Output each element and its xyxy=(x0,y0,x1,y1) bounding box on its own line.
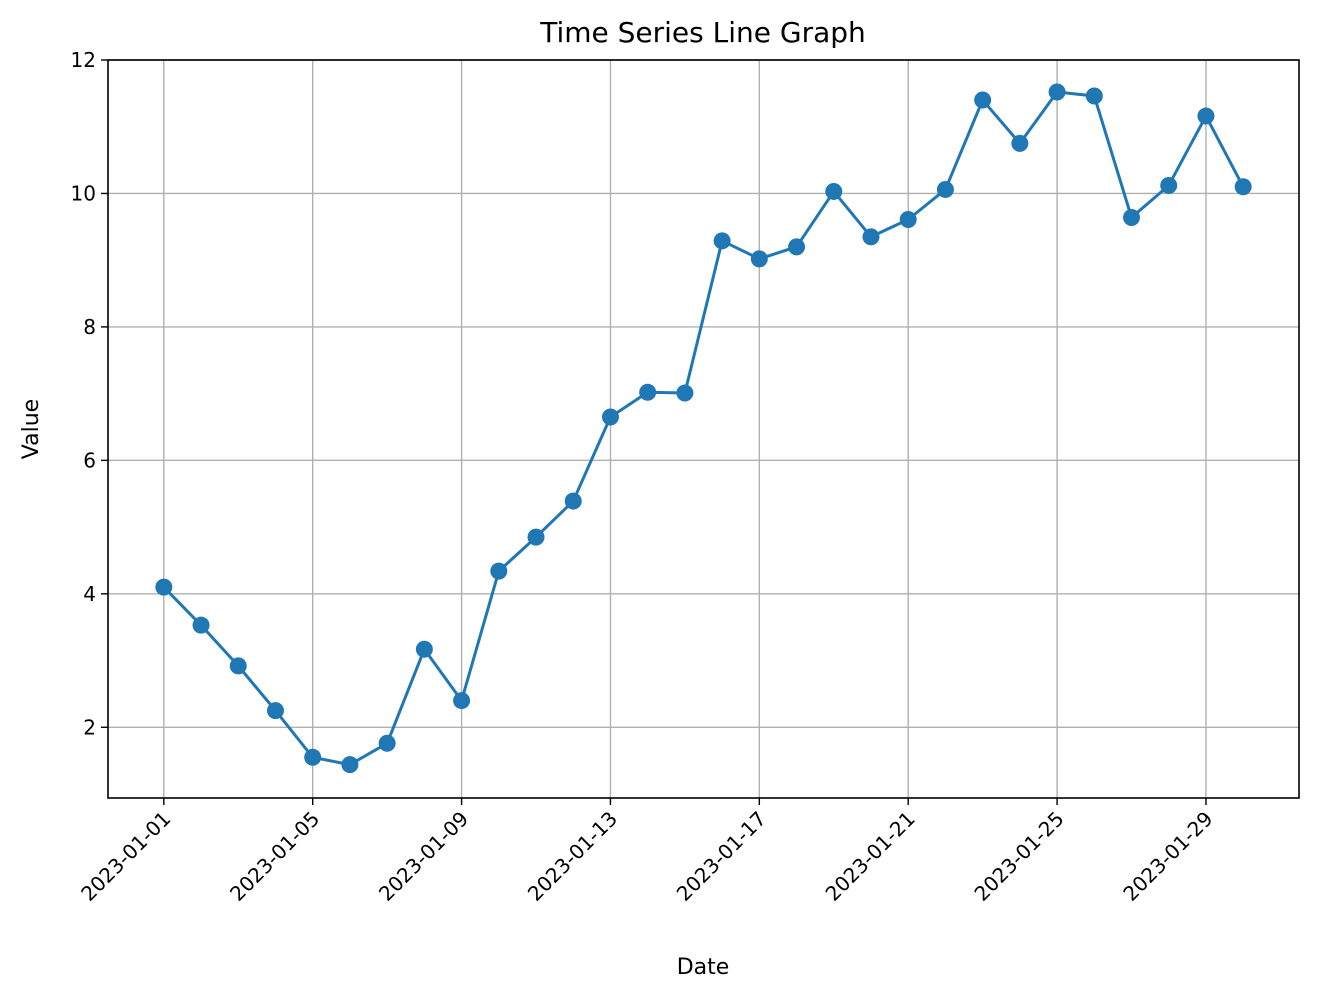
data-point xyxy=(229,657,247,675)
x-axis-label: Date xyxy=(677,955,730,980)
x-tick-label: 2023-01-09 xyxy=(374,807,473,906)
data-point xyxy=(1234,178,1252,196)
grid xyxy=(108,59,1299,798)
data-point xyxy=(192,616,210,634)
data-point xyxy=(974,91,992,109)
data-point xyxy=(1085,87,1103,105)
y-tick-label: 4 xyxy=(83,582,96,606)
data-point xyxy=(527,528,545,546)
data-point xyxy=(304,748,322,766)
data-point xyxy=(1048,83,1066,101)
x-tick-label: 2023-01-17 xyxy=(672,807,771,906)
plot-frame xyxy=(107,59,1300,799)
data-point xyxy=(601,408,619,426)
data-point xyxy=(862,228,880,246)
data-point xyxy=(1197,107,1215,125)
data-point xyxy=(750,250,768,268)
y-tick-label: 10 xyxy=(71,181,96,205)
data-point xyxy=(825,182,843,200)
y-axis-label: Value xyxy=(19,399,44,459)
data-point xyxy=(899,210,917,228)
y-tick-label: 2 xyxy=(83,715,96,739)
data-point xyxy=(341,756,359,774)
data-point xyxy=(453,692,471,710)
y-tick-label: 8 xyxy=(83,315,96,339)
data-point xyxy=(1160,176,1178,194)
data-point xyxy=(1123,208,1141,226)
data-point xyxy=(788,238,806,256)
series-layer xyxy=(155,83,1252,774)
data-point xyxy=(639,383,657,401)
data-point xyxy=(676,384,694,402)
data-point xyxy=(378,734,396,752)
data-point xyxy=(564,492,582,510)
data-point xyxy=(1011,134,1029,152)
x-tick-label: 2023-01-21 xyxy=(821,807,920,906)
data-point xyxy=(155,578,173,596)
x-tick-label: 2023-01-29 xyxy=(1118,807,1217,906)
data-point xyxy=(415,640,433,658)
data-point xyxy=(936,180,954,198)
x-tick-label: 2023-01-01 xyxy=(76,807,175,906)
chart-title: Time Series Line Graph xyxy=(539,16,866,49)
data-point xyxy=(713,232,731,250)
y-tick-label: 12 xyxy=(71,48,96,72)
tick-layer: 2 4 6 8 10 12 2023-01-01 2023-01-05 2023-01-09 20… xyxy=(71,48,1218,906)
x-tick-label: 2023-01-25 xyxy=(969,807,1068,906)
x-tick-label: 2023-01-13 xyxy=(523,807,622,906)
y-tick-label: 6 xyxy=(83,448,96,472)
x-tick-label: 2023-01-05 xyxy=(225,807,324,906)
data-point xyxy=(266,702,284,720)
data-point xyxy=(490,562,508,580)
